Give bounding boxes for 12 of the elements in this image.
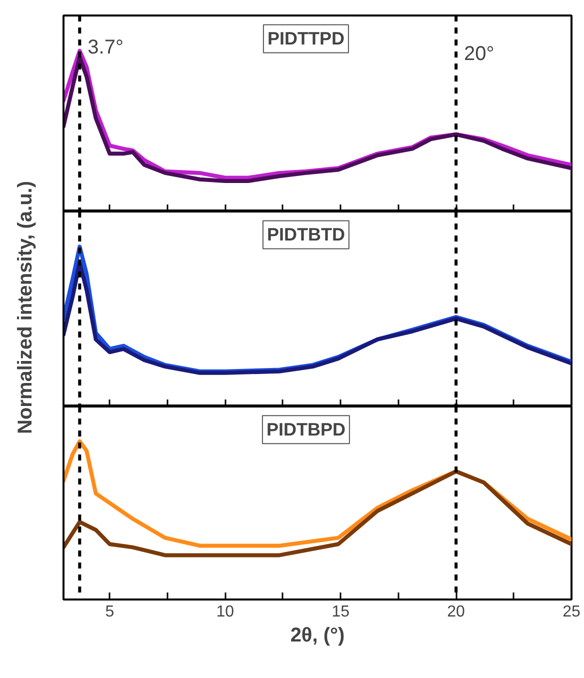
x-tick-label: 20 [447,604,466,620]
x-tick-label: 25 [562,604,580,620]
chart-title: PIDTTPD [267,28,344,49]
x-tick-label: 15 [332,604,350,620]
chart-title: PIDTBTD [266,224,345,245]
chart-title: PIDTBPD [266,420,346,440]
x-axis-title: 2θ, (°) [290,624,345,646]
y-axis-title: Normalized intensity, (a.u.) [14,181,36,434]
x-tick-label: 10 [216,604,234,620]
x-tick-label: 5 [105,604,114,620]
ref-line-label: 3.7° [88,36,124,59]
ref-line-label: 20° [464,43,494,66]
